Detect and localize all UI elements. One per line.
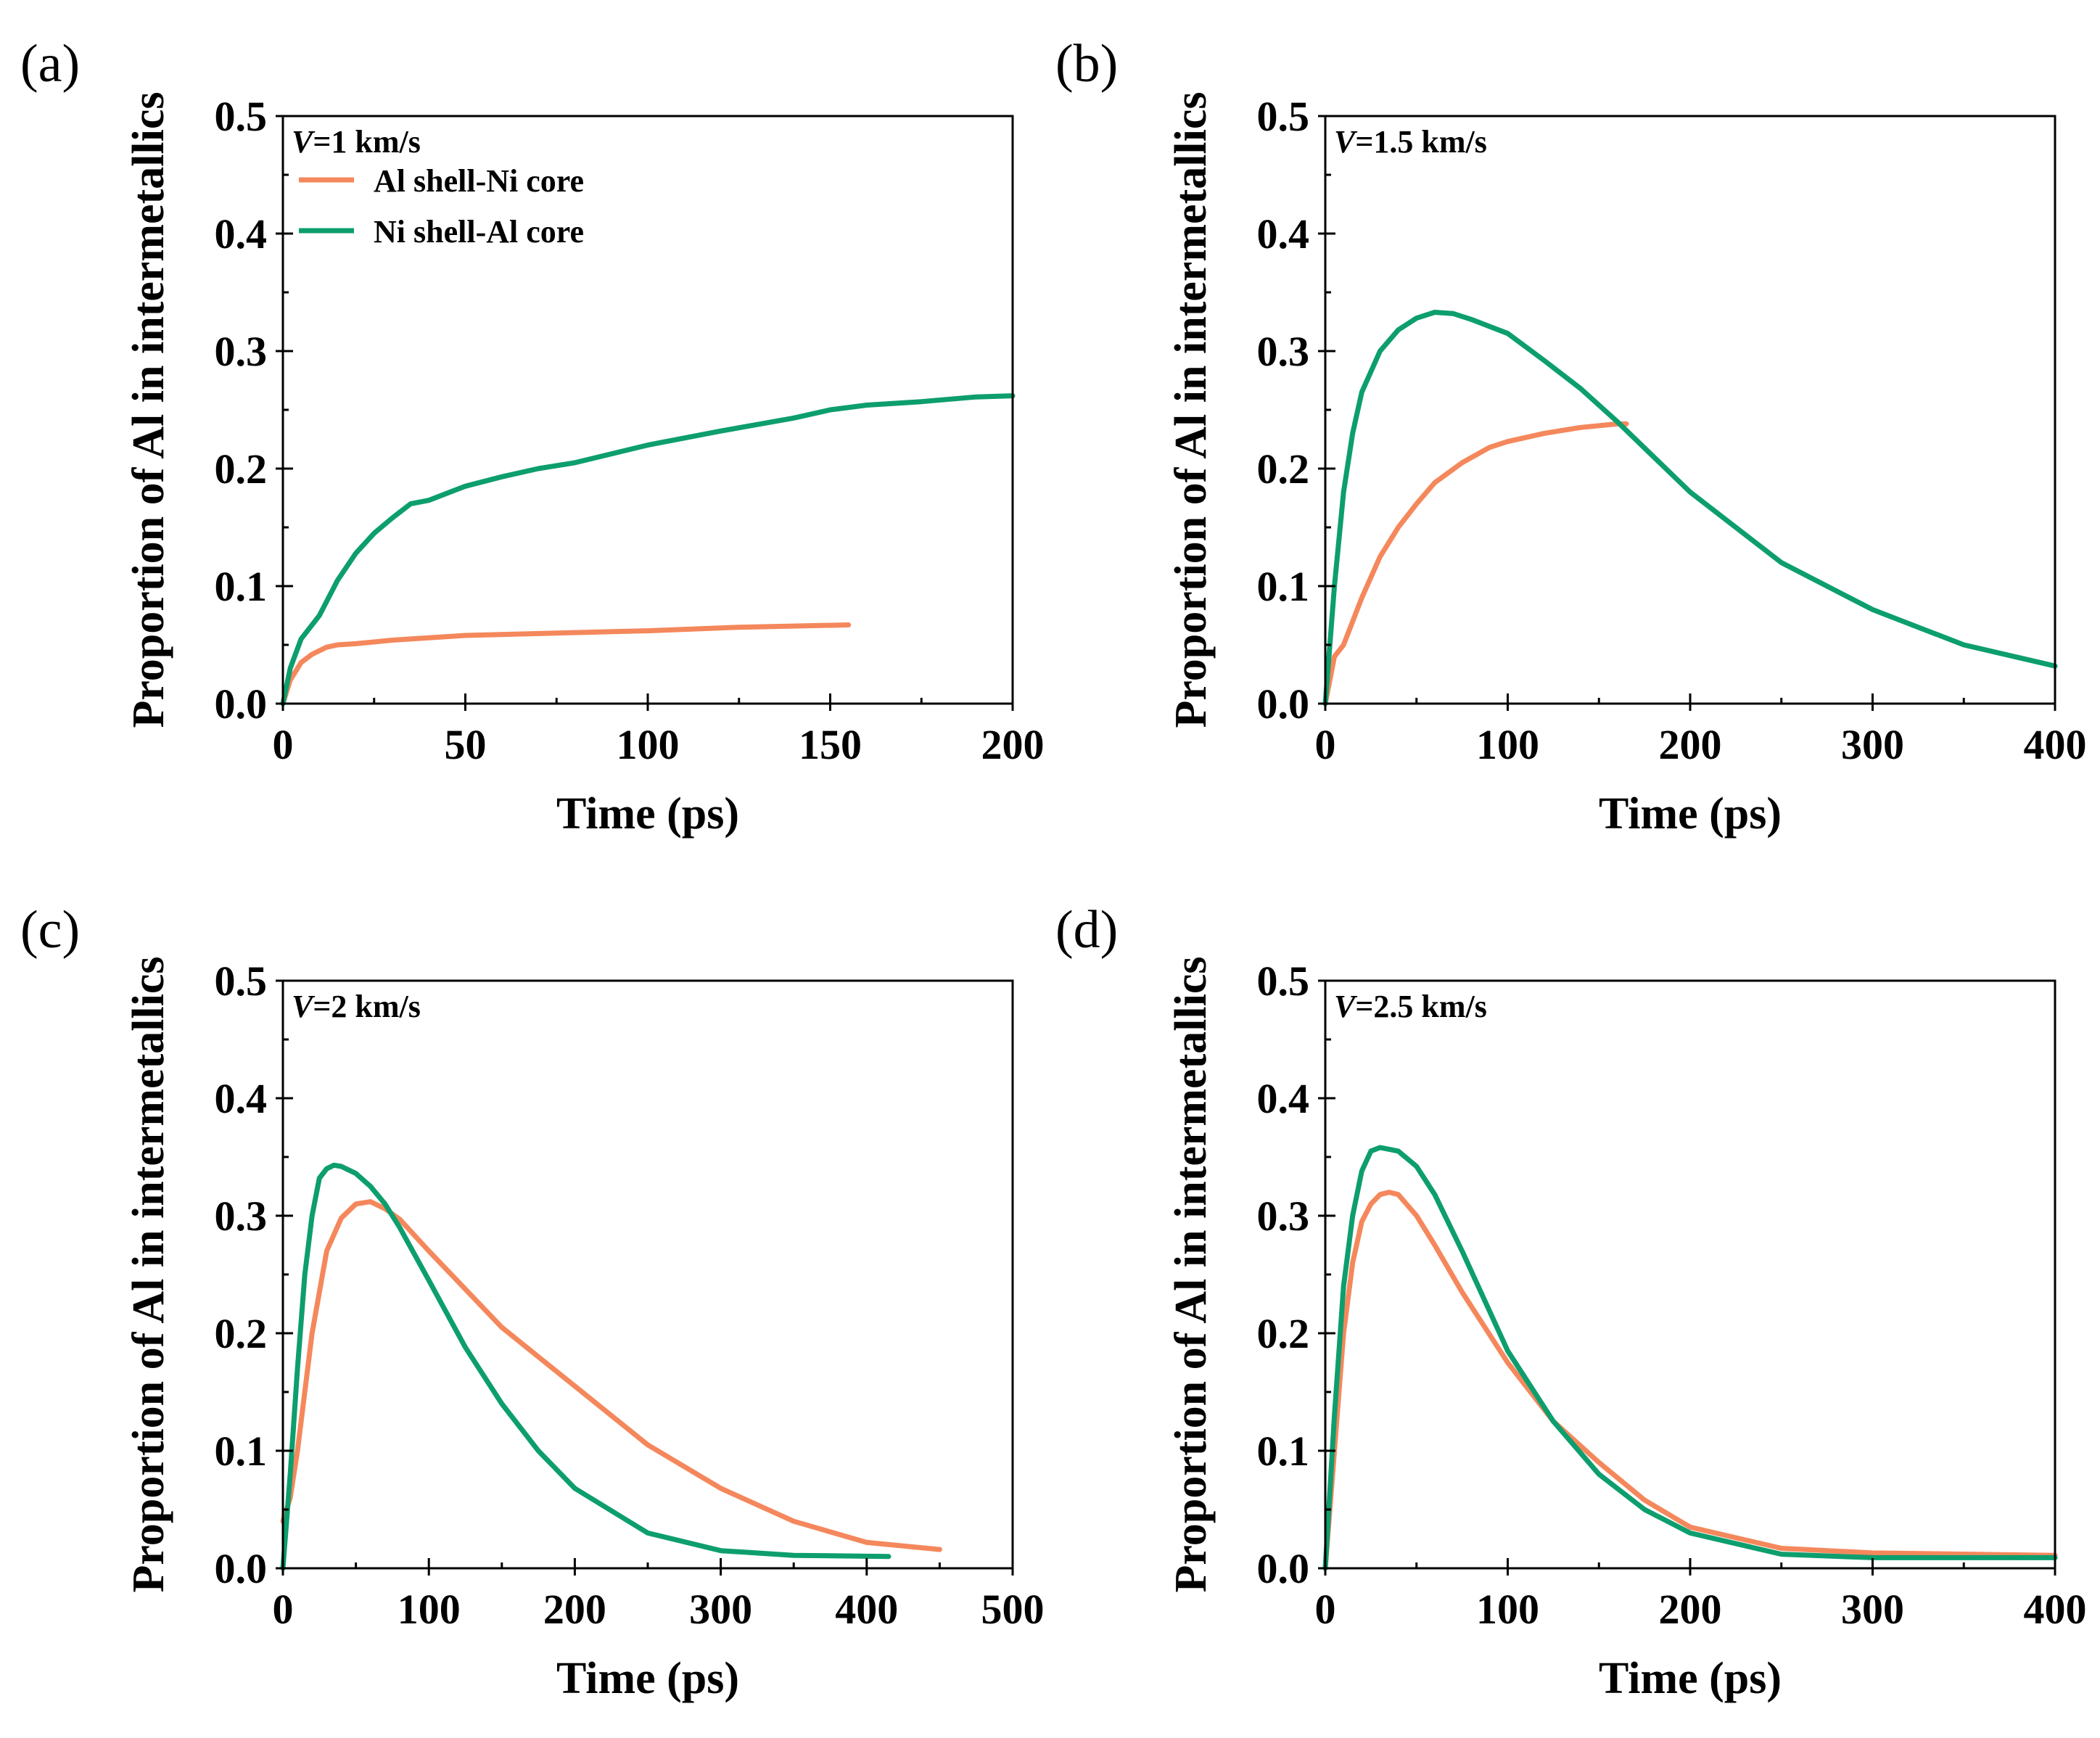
x-axis-title: Time (ps) — [556, 1654, 739, 1703]
y-tick-label: 0.5 — [1257, 93, 1310, 140]
y-tick-label: 0.0 — [1257, 1545, 1310, 1592]
x-tick-label: 200 — [981, 721, 1045, 768]
x-tick-label: 300 — [1841, 721, 1904, 768]
x-tick-label: 400 — [2024, 1586, 2087, 1633]
y-tick-label: 0.4 — [215, 210, 268, 258]
y-tick-label: 0.3 — [215, 1193, 268, 1240]
x-tick-label: 0 — [1315, 721, 1336, 768]
y-tick-label: 0.1 — [1257, 1428, 1310, 1475]
y-tick-label: 0.1 — [215, 1428, 268, 1475]
x-tick-label: 200 — [543, 1586, 606, 1633]
x-tick-label: 0 — [1315, 1586, 1336, 1633]
x-tick-label: 400 — [835, 1586, 898, 1633]
chart-panel-b: (b) 0 100 200 300 400 0.0 0.1 0.2 0.3 0.4 0.5 Time (… — [1055, 34, 2087, 839]
series-line-al-shell-ni-core — [280, 622, 852, 707]
legend-label: Al shell-Ni core — [374, 163, 584, 199]
x-tick-label: 150 — [799, 721, 862, 768]
panel-label: (c) — [20, 900, 80, 960]
velocity-symbol: V — [1334, 989, 1358, 1024]
x-tick-label: 100 — [398, 1586, 461, 1633]
velocity-annotation: V=1 km/s — [292, 124, 421, 160]
series-line-al-shell-ni-core — [1322, 421, 1629, 707]
chart-panel-a: (a) 0 50 100 150 200 0.0 0.1 0.2 0.3 0.4 0.5 Time (p… — [20, 34, 1045, 839]
y-tick-label: 0.1 — [215, 563, 268, 610]
y-tick-label: 0.1 — [1257, 563, 1310, 610]
x-axis-title: Time (ps) — [1599, 1654, 1782, 1703]
chart-panel-d: (d) 0 100 200 300 400 0.0 0.1 0.2 0.3 0.4 0.5 Time (… — [1055, 900, 2087, 1703]
y-tick-label: 0.3 — [1257, 1193, 1310, 1240]
y-tick-label: 0.2 — [215, 1310, 268, 1357]
y-tick-label: 0.5 — [215, 957, 268, 1005]
y-tick-label: 0.3 — [215, 328, 268, 375]
y-tick-label: 0.2 — [1257, 445, 1310, 493]
y-tick-label: 0.0 — [1257, 680, 1310, 728]
velocity-annotation: V=2.5 km/s — [1334, 989, 1487, 1024]
x-tick-label: 100 — [1476, 721, 1539, 768]
x-axis-title: Time (ps) — [556, 789, 739, 839]
velocity-symbol: V — [292, 124, 316, 160]
y-tick-label: 0.2 — [1257, 1310, 1310, 1357]
chart-panel-c: (c) 0 100 200 300 400 500 0.0 0.1 0.2 0.3 0.4 0.5 Tim… — [20, 900, 1045, 1703]
series-line-ni-shell-al-core — [1322, 310, 2058, 707]
velocity-value: =1.5 km/s — [1355, 124, 1487, 160]
x-tick-label: 0 — [273, 1586, 294, 1633]
x-tick-label: 200 — [1659, 1586, 1722, 1633]
velocity-annotation: V=1.5 km/s — [1334, 124, 1487, 160]
x-tick-label: 100 — [1476, 1586, 1539, 1633]
y-tick-label: 0.5 — [215, 93, 268, 140]
x-tick-label: 300 — [1841, 1586, 1904, 1633]
velocity-symbol: V — [292, 989, 316, 1024]
y-axis-title: Proportion of Al in intermetallics — [1166, 91, 1216, 728]
velocity-annotation: V=2 km/s — [292, 989, 421, 1024]
y-axis-title: Proportion of Al in intermetallics — [124, 956, 173, 1592]
series-line-ni-shell-al-core — [280, 1162, 892, 1571]
series-line-ni-shell-al-core — [280, 393, 1016, 707]
panel-label: (d) — [1055, 900, 1118, 960]
x-tick-label: 500 — [981, 1586, 1045, 1633]
x-tick-label: 300 — [689, 1586, 752, 1633]
x-tick-label: 400 — [2024, 721, 2087, 768]
x-tick-label: 100 — [617, 721, 680, 768]
y-tick-label: 0.3 — [1257, 328, 1310, 375]
y-tick-label: 0.4 — [215, 1075, 268, 1122]
y-tick-label: 0.2 — [215, 445, 268, 493]
panel-label: (b) — [1055, 34, 1118, 94]
x-tick-label: 50 — [445, 721, 487, 768]
velocity-value: =2 km/s — [313, 989, 421, 1024]
velocity-symbol: V — [1334, 124, 1358, 160]
series-line-al-shell-ni-core — [1322, 1190, 2058, 1571]
y-axis-title: Proportion of Al in intermetallics — [1166, 956, 1216, 1592]
y-tick-label: 0.0 — [215, 1545, 268, 1592]
x-tick-label: 0 — [273, 721, 294, 768]
velocity-value: =2.5 km/s — [1355, 989, 1487, 1024]
panel-label: (a) — [20, 34, 80, 94]
x-tick-label: 200 — [1659, 721, 1722, 768]
y-tick-label: 0.4 — [1257, 1075, 1310, 1122]
x-axis-title: Time (ps) — [1599, 789, 1782, 839]
legend-label: Ni shell-Al core — [374, 214, 584, 250]
y-axis-title: Proportion of Al in intermetallics — [124, 91, 173, 728]
series-line-ni-shell-al-core — [1322, 1145, 2058, 1571]
y-tick-label: 0.4 — [1257, 210, 1310, 258]
legend: Al shell-Ni core Ni shell-Al core — [299, 163, 584, 250]
y-tick-label: 0.5 — [1257, 957, 1310, 1005]
velocity-value: =1 km/s — [313, 124, 421, 160]
y-tick-label: 0.0 — [215, 680, 268, 728]
